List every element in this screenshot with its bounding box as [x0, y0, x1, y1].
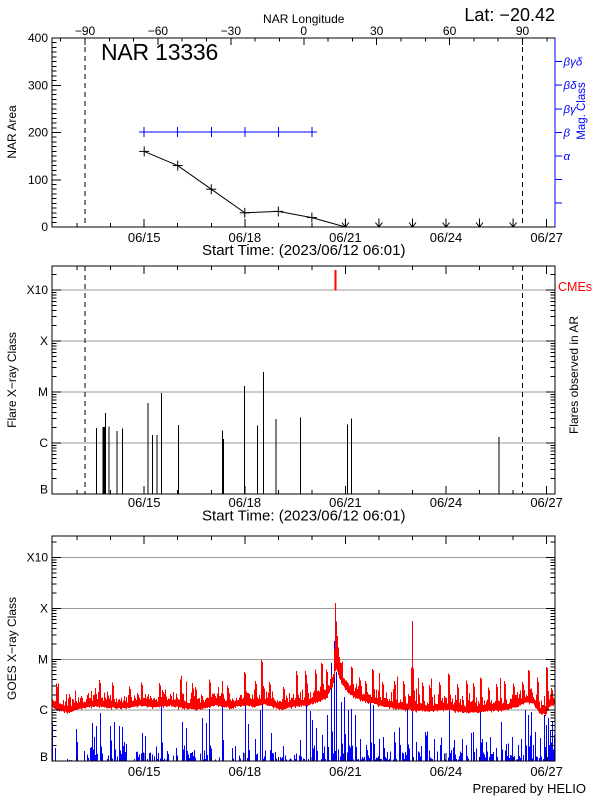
svg-text:06/21: 06/21 [329, 764, 362, 779]
svg-text:Prepared by HELIO: Prepared by HELIO [473, 781, 586, 796]
svg-text:CMEs: CMEs [558, 280, 592, 294]
svg-text:α: α [564, 151, 571, 163]
svg-text:B: B [40, 750, 48, 764]
svg-text:M: M [38, 652, 48, 666]
svg-text:Start Time: (2023/06/12 06:01): Start Time: (2023/06/12 06:01) [202, 242, 405, 259]
svg-text:Flares observed in AR: Flares observed in AR [567, 316, 581, 434]
svg-text:X10: X10 [27, 551, 49, 565]
svg-text:06/15: 06/15 [128, 495, 161, 510]
svg-text:06/15: 06/15 [128, 230, 161, 245]
svg-text:200: 200 [28, 126, 48, 140]
svg-text:06/27: 06/27 [530, 230, 563, 245]
svg-text:−30: −30 [221, 24, 242, 38]
svg-text:06/18: 06/18 [229, 230, 262, 245]
svg-text:βγ: βγ [563, 104, 578, 116]
svg-text:06/21: 06/21 [329, 230, 362, 245]
svg-text:60: 60 [443, 24, 457, 38]
svg-text:0: 0 [300, 24, 307, 38]
svg-text:Start Time: (2023/06/12 06:01): Start Time: (2023/06/12 06:01) [202, 508, 405, 525]
svg-text:C: C [39, 436, 48, 450]
svg-text:06/15: 06/15 [128, 764, 161, 779]
svg-text:βδ: βδ [563, 80, 578, 92]
svg-text:NAR 13336: NAR 13336 [101, 39, 218, 65]
svg-text:−90: −90 [75, 24, 96, 38]
svg-text:100: 100 [28, 173, 48, 187]
svg-text:X: X [40, 601, 48, 615]
svg-text:Flare X−ray Class: Flare X−ray Class [5, 332, 19, 428]
svg-text:Mag. Class: Mag. Class [576, 82, 588, 140]
svg-text:NAR Area: NAR Area [5, 105, 19, 159]
svg-text:X: X [40, 334, 48, 348]
svg-text:βγδ: βγδ [563, 57, 583, 69]
svg-text:GOES X−ray Class: GOES X−ray Class [5, 597, 19, 700]
svg-text:06/24: 06/24 [430, 764, 463, 779]
svg-text:300: 300 [28, 78, 48, 92]
svg-text:β: β [563, 127, 571, 139]
svg-text:06/27: 06/27 [530, 495, 563, 510]
svg-text:400: 400 [28, 31, 48, 45]
svg-text:−60: −60 [148, 24, 169, 38]
svg-text:06/18: 06/18 [229, 495, 262, 510]
svg-text:X10: X10 [27, 283, 49, 297]
svg-text:M: M [38, 385, 48, 399]
svg-text:06/24: 06/24 [430, 495, 463, 510]
svg-text:06/21: 06/21 [329, 495, 362, 510]
svg-text:C: C [39, 703, 48, 717]
svg-text:NAR Longitude: NAR Longitude [263, 12, 345, 26]
svg-text:0: 0 [41, 220, 48, 234]
svg-text:Lat: −20.42: Lat: −20.42 [464, 5, 555, 25]
svg-text:B: B [40, 483, 48, 497]
svg-text:90: 90 [516, 24, 530, 38]
svg-text:06/27: 06/27 [530, 764, 563, 779]
svg-text:30: 30 [370, 24, 384, 38]
svg-text:06/18: 06/18 [229, 764, 262, 779]
svg-text:06/24: 06/24 [430, 230, 463, 245]
